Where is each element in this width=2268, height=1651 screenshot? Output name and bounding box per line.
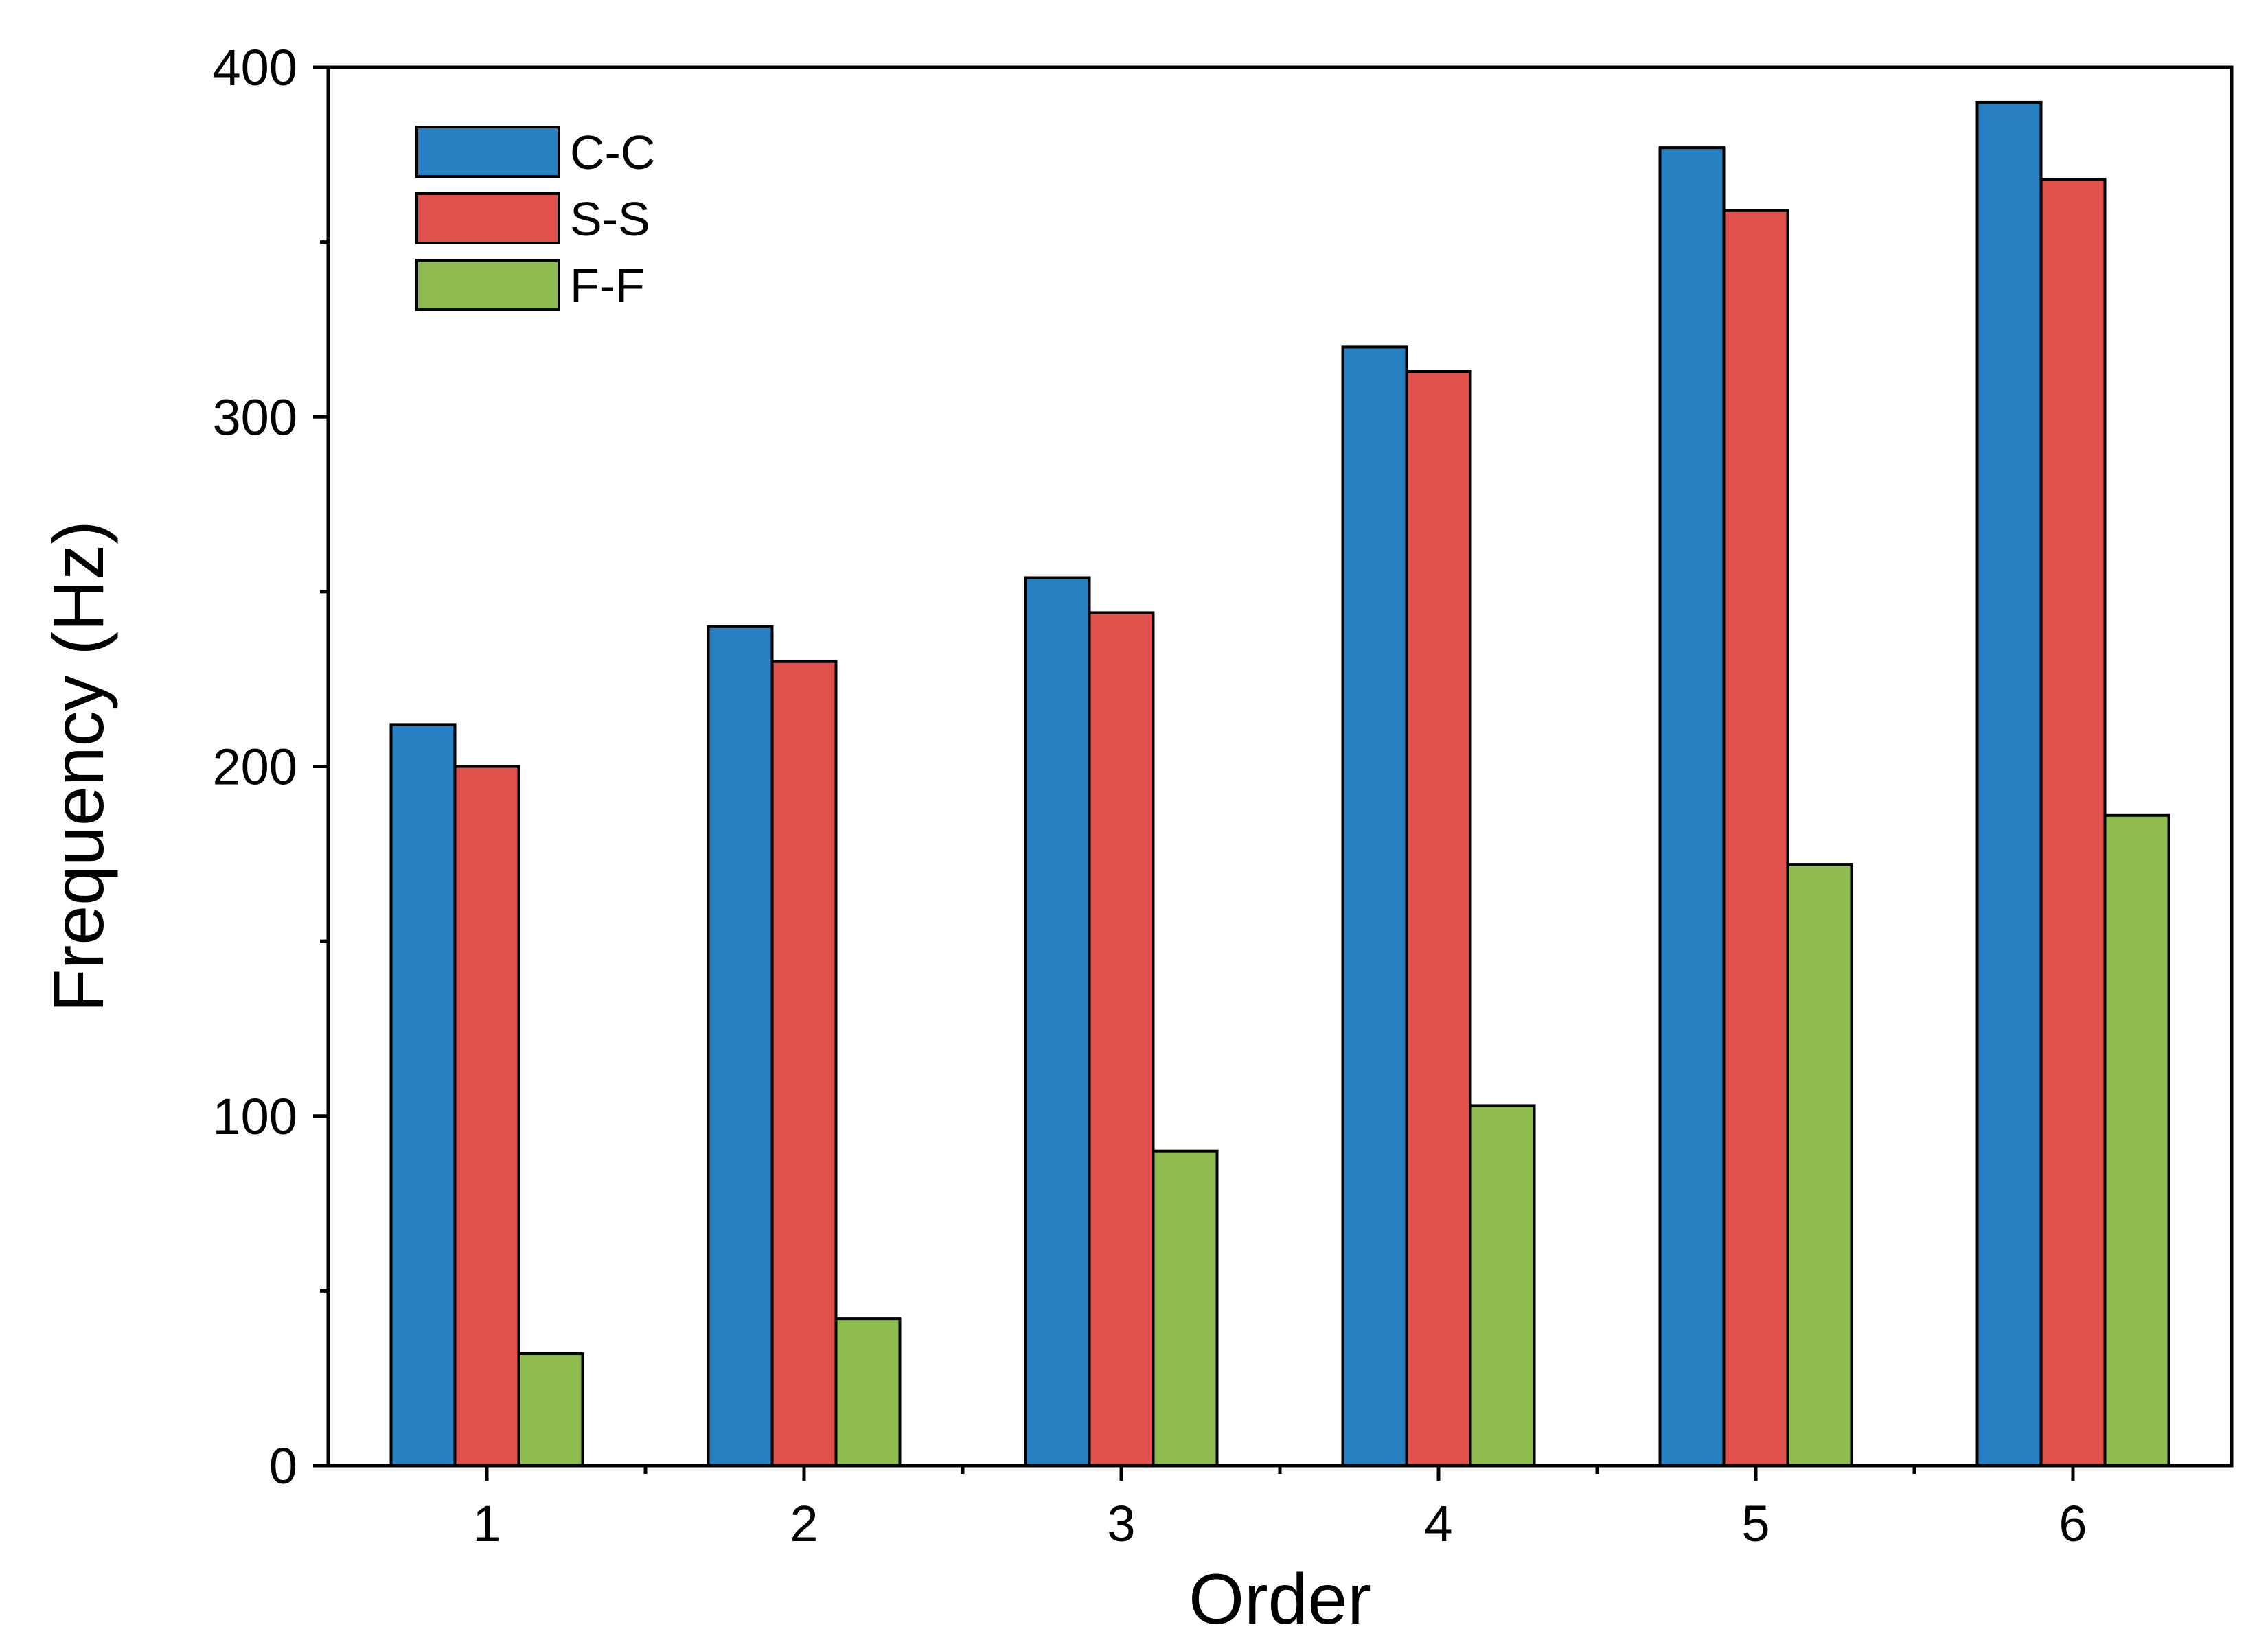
x-tick-label: 6: [2059, 1495, 2087, 1552]
bar-c-c-order-5: [1658, 146, 1726, 1468]
y-axis-title: Frequency (Hz): [39, 520, 119, 1013]
bar-s-s-order-3: [1088, 611, 1155, 1467]
bar-c-c-order-4: [1341, 345, 1408, 1467]
x-tick-label: 5: [1741, 1495, 1769, 1552]
bar-f-f-order-4: [1469, 1104, 1536, 1468]
bar-c-c-order-2: [707, 625, 774, 1467]
legend: C-C S-S F-F: [415, 126, 655, 312]
x-tick-label: 3: [1107, 1495, 1135, 1552]
y-tick-label: 300: [213, 389, 297, 446]
axes-group: 0 100 200 300 400 1 2 3 4 5 6: [213, 39, 2087, 1552]
bar-s-s-order-1: [453, 765, 520, 1467]
bar-c-c-order-1: [389, 723, 457, 1467]
bar-c-c-order-6: [1975, 100, 2043, 1467]
bar-s-s-order-4: [1405, 370, 1472, 1467]
x-tick-label: 2: [790, 1495, 818, 1552]
bar-f-f-order-3: [1152, 1149, 1219, 1468]
x-axis-title: Order: [1189, 1560, 1371, 1639]
bar-f-f-order-2: [834, 1317, 902, 1467]
legend-label-f-f: F-F: [570, 259, 645, 312]
bar-s-s-order-2: [770, 660, 838, 1467]
y-tick-label: 0: [269, 1438, 297, 1494]
bar-f-f-order-6: [2103, 813, 2170, 1468]
y-tick-label: 400: [213, 39, 297, 96]
legend-swatch-f-f: [415, 259, 560, 311]
x-tick-label: 1: [472, 1495, 501, 1552]
legend-swatch-c-c: [415, 126, 560, 178]
bar-f-f-order-1: [517, 1352, 584, 1468]
bar-s-s-order-6: [2039, 177, 2107, 1468]
bar-s-s-order-5: [1722, 209, 1789, 1468]
x-tick-label: 4: [1424, 1495, 1452, 1552]
legend-label-s-s: S-S: [570, 192, 650, 246]
bar-c-c-order-3: [1024, 576, 1091, 1467]
bar-f-f-order-5: [1786, 863, 1853, 1467]
legend-swatch-s-s: [415, 192, 560, 244]
bars-group: [389, 100, 2170, 1468]
y-tick-label: 200: [213, 739, 297, 796]
y-tick-label: 100: [213, 1088, 297, 1145]
legend-label-c-c: C-C: [570, 126, 655, 179]
